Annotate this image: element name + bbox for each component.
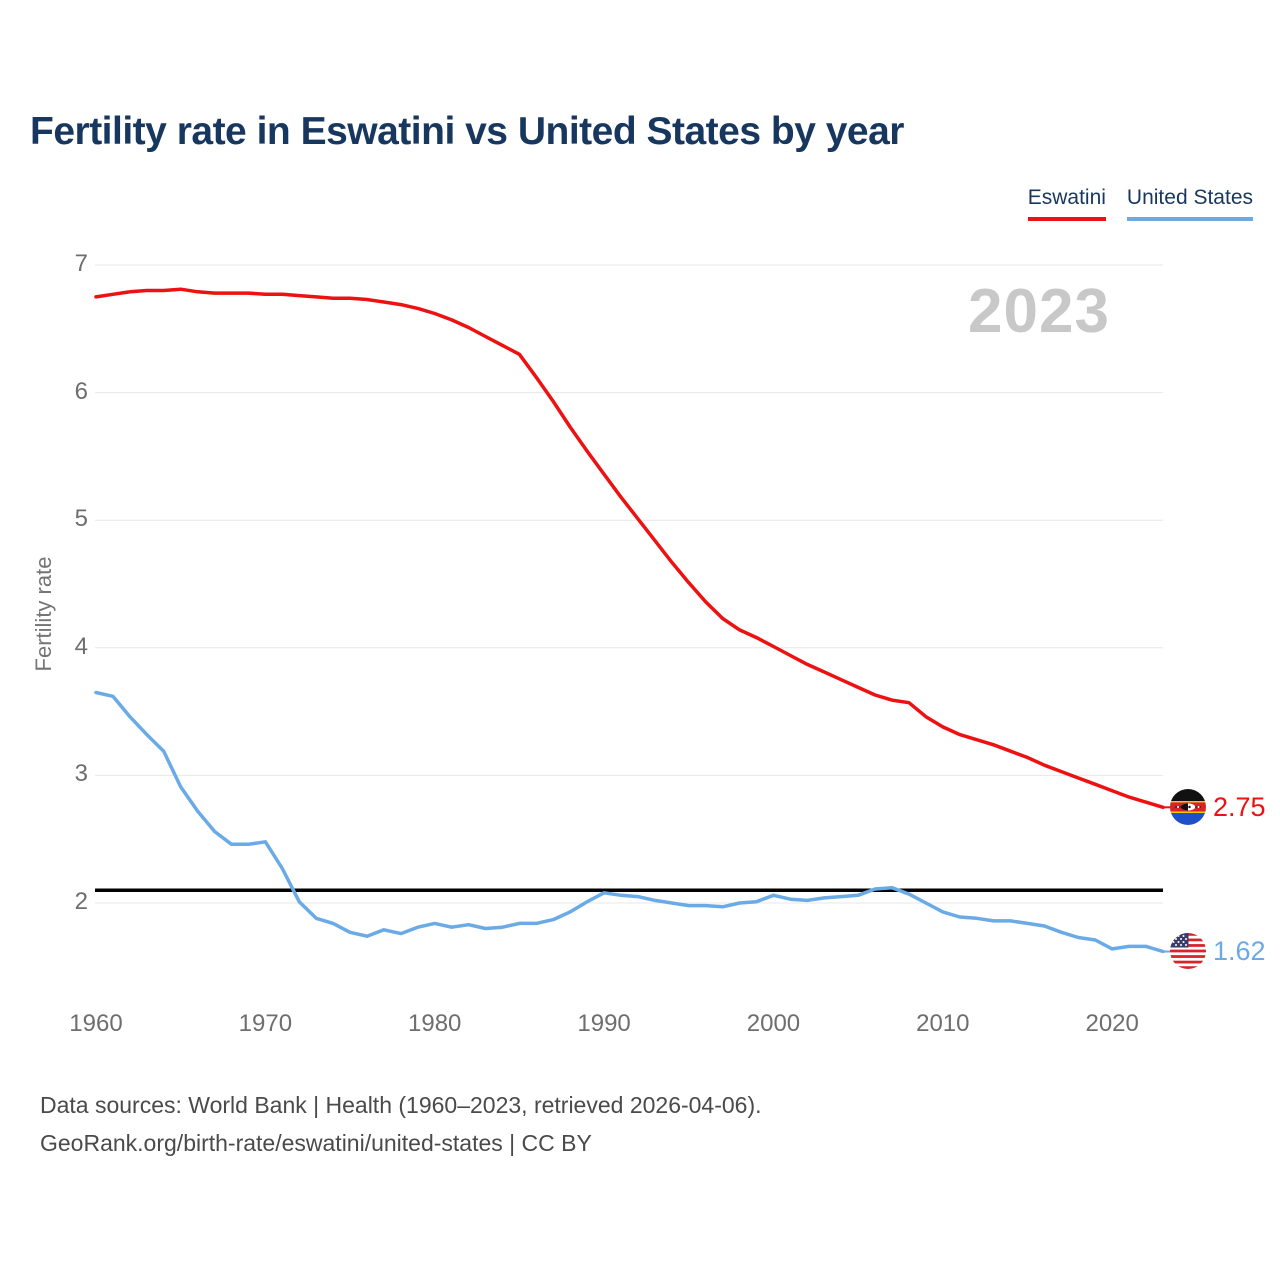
us-flag-icon (1170, 933, 1206, 970)
eswatini-end-value: 2.75 (1213, 791, 1266, 822)
chart-legend: Eswatini United States (1027, 186, 1253, 221)
legend-item-eswatini[interactable]: Eswatini (1027, 186, 1106, 221)
eswatini-end-label: 2.75 (1170, 789, 1266, 826)
footer-attribution-line: GeoRank.org/birth-rate/eswatini/united-s… (40, 1130, 592, 1156)
y-tick-label: 7 (74, 250, 88, 277)
united-states-end-label: 1.62 (1170, 933, 1266, 970)
us-end-value: 1.62 (1213, 935, 1266, 966)
x-tick-label: 2000 (746, 1010, 801, 1037)
y-tick-label: 4 (74, 632, 88, 660)
x-tick-label: 2020 (1085, 1010, 1139, 1037)
x-tick-label: 1970 (238, 1010, 293, 1037)
y-tick-label: 3 (74, 760, 88, 788)
page-title: Fertility rate in Eswatini vs United Sta… (30, 110, 904, 153)
x-tick-label: 1980 (408, 1010, 462, 1037)
legend-item-united-states[interactable]: United States (1126, 186, 1253, 221)
x-tick-label: 1960 (69, 1010, 123, 1037)
y-tick-label: 2 (74, 888, 88, 915)
eswatini-flag-icon (1170, 789, 1206, 826)
x-tick-label: 2010 (916, 1010, 970, 1037)
x-tick-label: 1990 (577, 1010, 631, 1037)
year-watermark: 2023 (968, 277, 1110, 346)
y-tick-label: 5 (74, 505, 88, 533)
footer: Data sources: World Bank | Health (1960–… (40, 1086, 762, 1162)
y-tick-label: 6 (74, 377, 88, 405)
footer-sources-line: Data sources: World Bank | Health (1960–… (40, 1092, 762, 1118)
